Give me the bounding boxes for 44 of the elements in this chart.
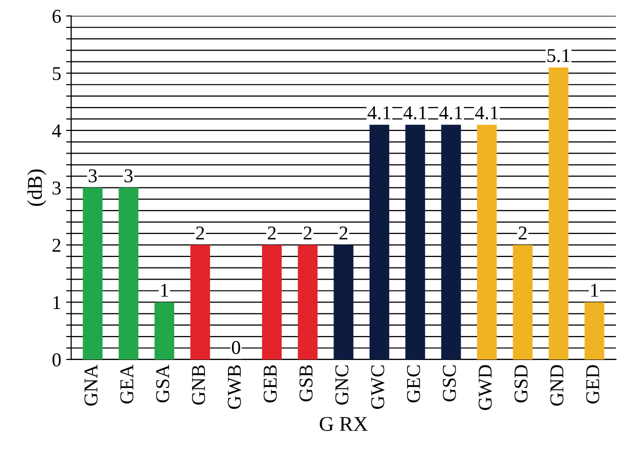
x-tick-label: GNB: [192, 365, 206, 405]
x-tick-label: GED: [586, 365, 600, 404]
y-tick-label: 6: [52, 10, 61, 23]
x-tick-label: GSB: [300, 365, 313, 402]
data-label: 2: [304, 226, 312, 240]
y-tick-label: 4: [52, 124, 62, 138]
y-tick-label: 5: [52, 67, 61, 80]
x-tick-label: GNC: [335, 365, 348, 405]
x-tick-label: GSA: [156, 364, 170, 402]
data-label: 5.1: [548, 49, 570, 62]
x-tick-label: GSD: [514, 365, 528, 402]
y-tick-label: 3: [52, 182, 61, 195]
data-label: 4.1: [368, 106, 390, 120]
x-tick-label: GEB: [264, 365, 277, 402]
x-tick-label: GEC: [407, 365, 420, 402]
y-axis-title: (dB): [27, 170, 46, 206]
data-label: 0: [232, 340, 240, 354]
y-tick-label: 1: [53, 296, 60, 309]
x-tick-label: GEA: [120, 364, 134, 404]
data-label: 1: [161, 284, 168, 297]
bar: [548, 67, 568, 360]
bar: [441, 124, 461, 360]
bar: [370, 124, 390, 360]
data-label: 2: [518, 226, 527, 240]
bar: [405, 124, 426, 360]
y-tick-label: 2: [52, 238, 60, 252]
bar: [477, 124, 497, 360]
x-tick-label: GWC: [371, 365, 384, 409]
x-tick-label: GND: [550, 365, 564, 406]
data-label: 2: [268, 226, 276, 240]
data-label: 2: [340, 226, 348, 240]
x-axis-title: G RX: [320, 416, 368, 431]
data-label: 4.1: [439, 106, 462, 120]
data-label: 2: [196, 226, 204, 240]
data-label: 1: [591, 284, 598, 297]
data-label: 4.1: [475, 106, 498, 120]
x-tick-label: GWD: [478, 365, 492, 410]
data-label: 4.1: [403, 106, 426, 120]
x-tick-label: GNA: [84, 364, 98, 406]
y-tick-label: 0: [52, 353, 61, 366]
data-label: 3: [124, 169, 133, 182]
x-tick-label: GWB: [228, 365, 242, 409]
data-label: 3: [88, 169, 97, 182]
x-tick-label: GSC: [442, 365, 456, 402]
